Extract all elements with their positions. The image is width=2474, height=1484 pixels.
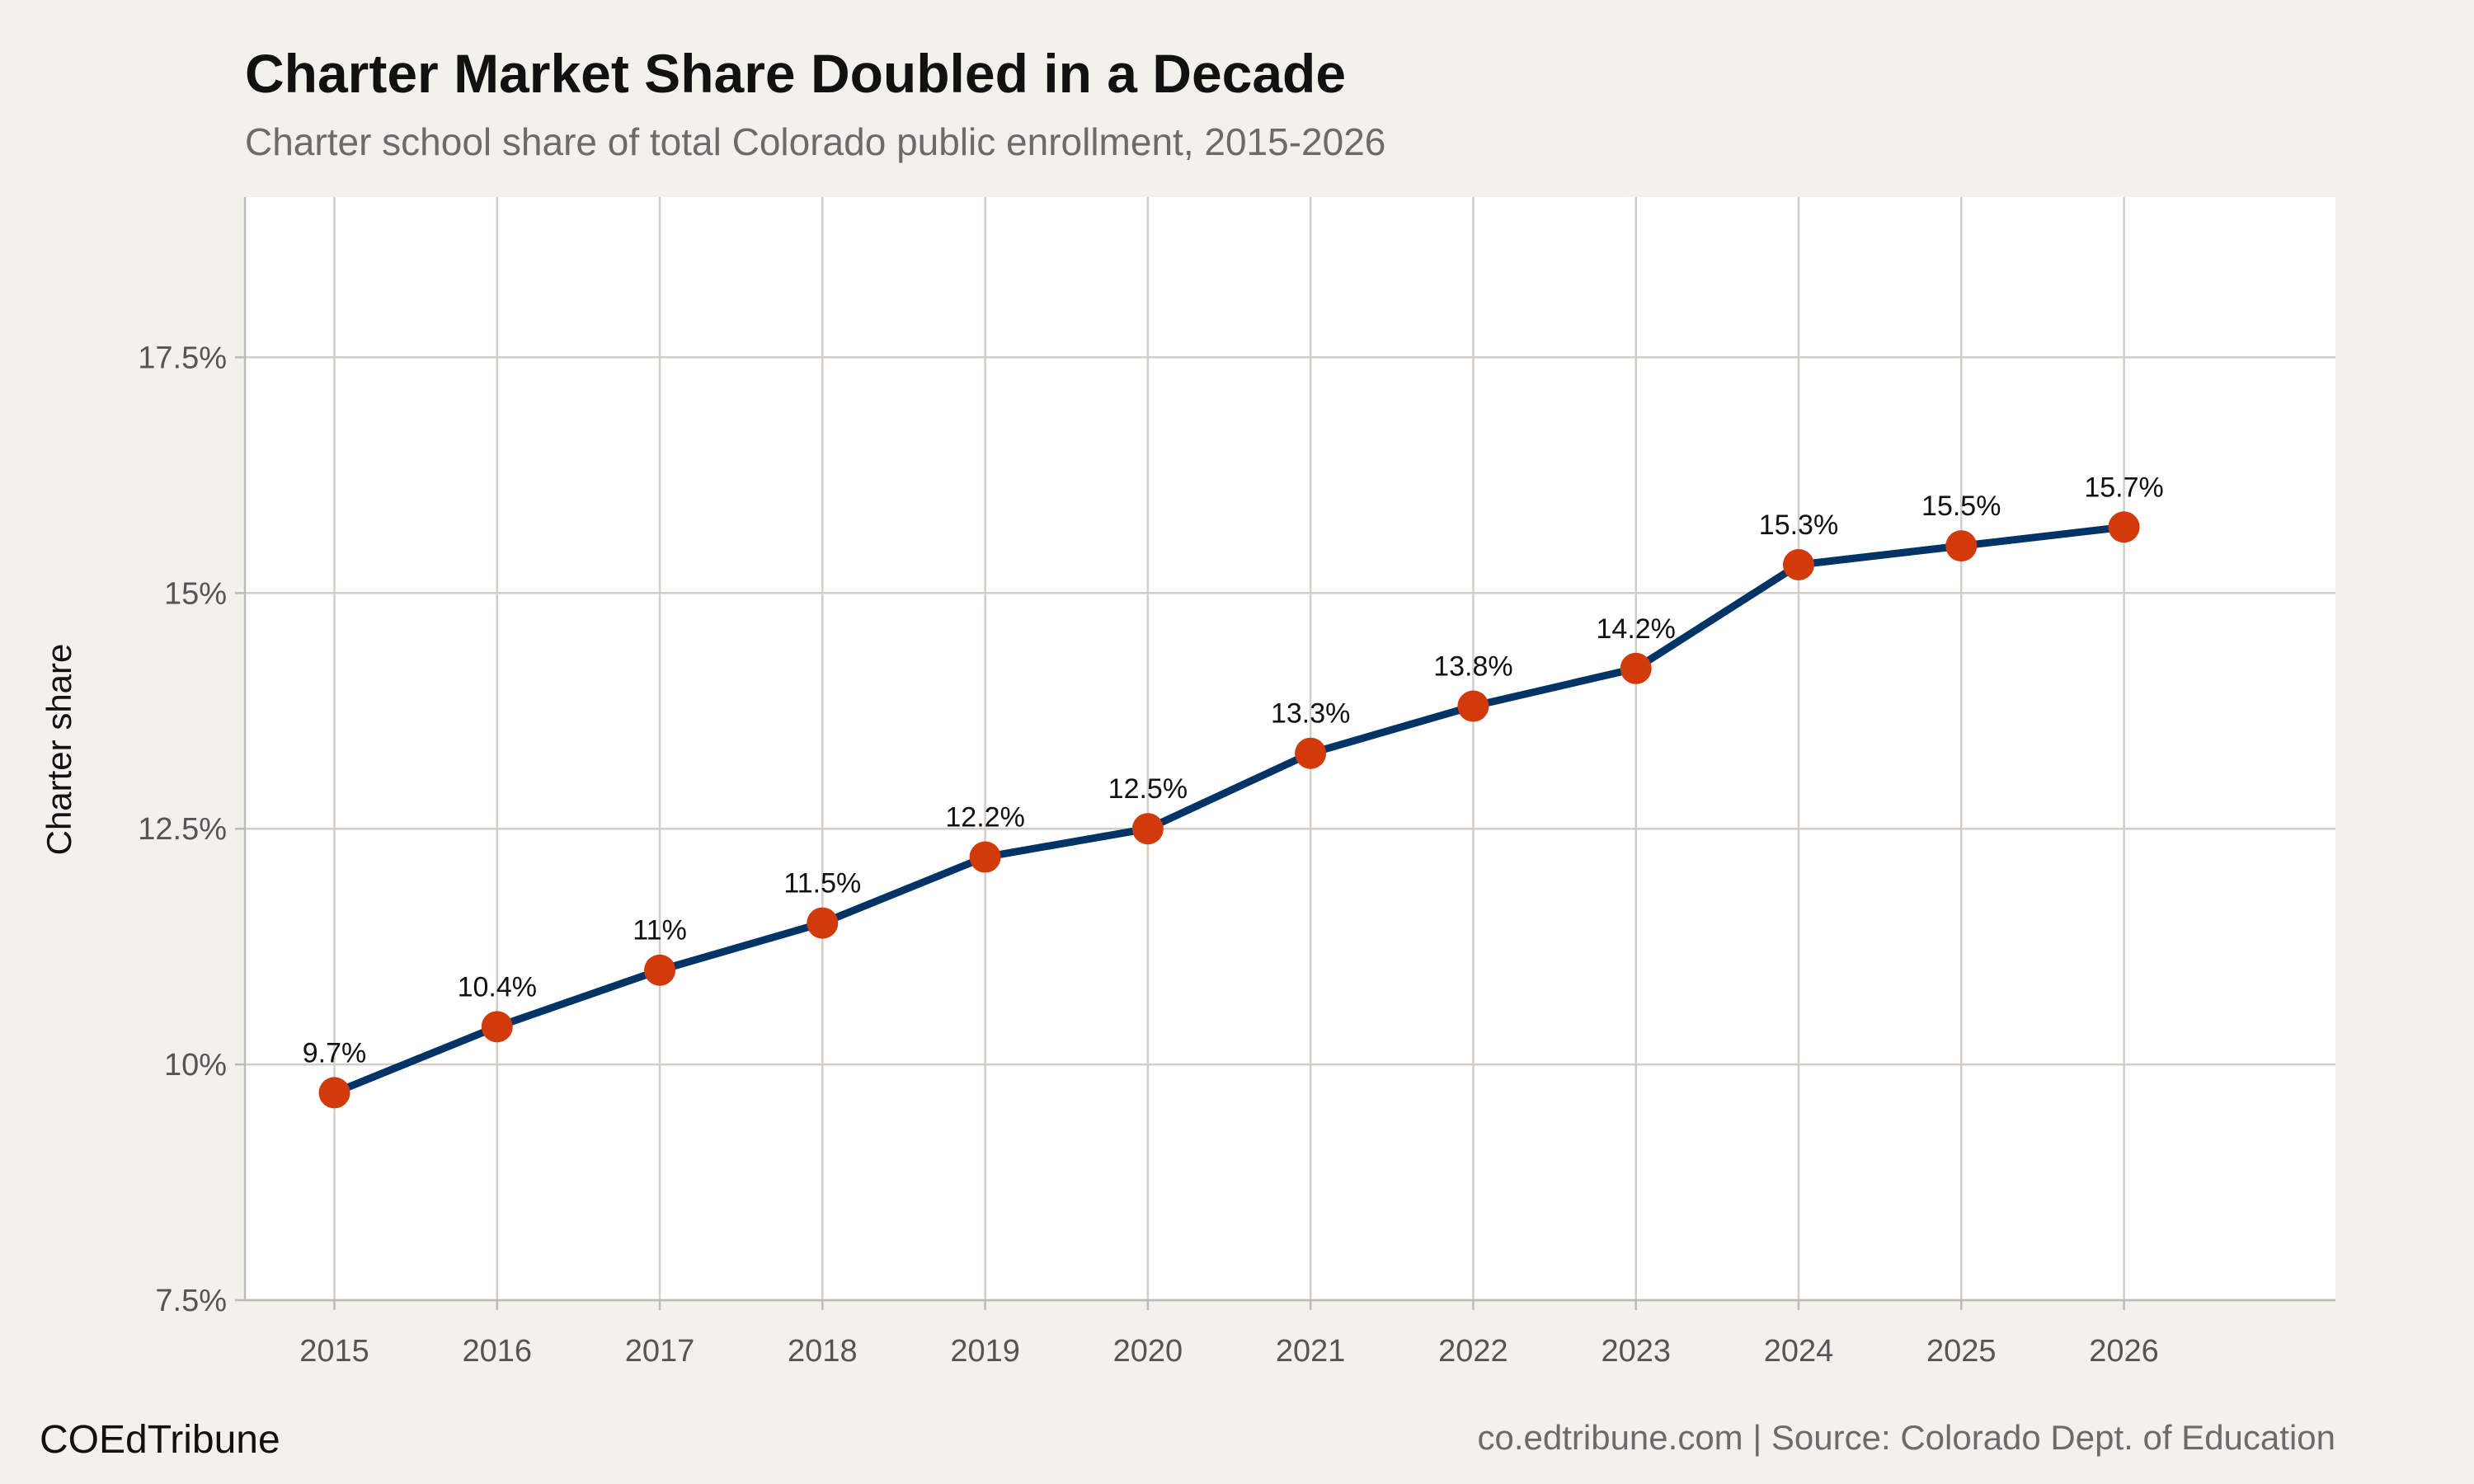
brand-label: COEdTribune	[40, 1418, 280, 1462]
series-line	[332, 523, 2125, 1097]
data-label: 15.5%	[1921, 491, 2001, 522]
data-label: 13.8%	[1433, 651, 1512, 683]
chart-subtitle: Charter school share of total Colorado p…	[245, 120, 1385, 163]
data-point	[318, 1077, 350, 1109]
data-label: 13.3%	[1271, 698, 1350, 730]
chart-title: Charter Market Share Doubled in a Decade	[245, 43, 1346, 104]
y-tick-label: 7.5%	[155, 1284, 227, 1318]
x-tick-label: 2022	[1438, 1334, 1508, 1369]
x-tick-label: 2020	[1113, 1334, 1183, 1369]
axes	[235, 197, 2335, 1310]
y-tick-label: 10%	[164, 1048, 227, 1082]
y-tick-labels: 7.5% 10% 12.5% 15% 17.5%	[138, 340, 227, 1318]
data-point	[1782, 549, 1814, 580]
data-point	[1945, 530, 1978, 562]
x-tick-label: 2023	[1601, 1334, 1671, 1369]
data-point	[481, 1011, 513, 1043]
data-point	[969, 841, 1001, 873]
data-point	[807, 907, 839, 939]
data-label: 15.7%	[2084, 472, 2163, 503]
data-label: 15.3%	[1759, 510, 1838, 541]
x-tick-label: 2024	[1764, 1334, 1834, 1369]
y-axis-label: Charter share	[40, 644, 78, 856]
source-note: co.edtribune.com | Source: Colorado Dept…	[1477, 1418, 2335, 1457]
data-point	[1620, 652, 1652, 684]
data-point	[644, 954, 676, 986]
x-tick-label: 2015	[299, 1334, 369, 1369]
y-tick-label: 15%	[164, 576, 227, 611]
data-points	[318, 511, 2140, 1109]
gridlines	[245, 197, 2335, 1302]
data-point	[2108, 511, 2140, 543]
data-label: 11.5%	[783, 868, 861, 899]
data-label: 12.2%	[945, 802, 1024, 834]
y-tick-label: 17.5%	[138, 340, 227, 375]
x-tick-label: 2021	[1276, 1334, 1346, 1369]
data-label: 10.4%	[458, 971, 537, 1003]
data-label: 14.2%	[1597, 613, 1676, 645]
data-point	[1131, 813, 1164, 845]
x-tick-label: 2017	[625, 1334, 695, 1369]
x-tick-label: 2025	[1926, 1334, 1997, 1369]
plot-panel	[245, 197, 2335, 1300]
x-tick-labels: 2015 2016 2017 2018 2019 2020 2021 2022 2023 2024…	[299, 1334, 2159, 1369]
data-label: 12.5%	[1108, 773, 1188, 805]
data-point	[1295, 737, 1327, 769]
y-tick-label: 12.5%	[138, 812, 227, 847]
data-point	[1457, 690, 1489, 722]
data-label: 11%	[633, 915, 687, 946]
x-tick-label: 2016	[463, 1334, 533, 1369]
x-tick-label: 2019	[950, 1334, 1020, 1369]
data-label: 9.7%	[303, 1037, 367, 1068]
data-labels: 9.7% 10.4% 11% 11.5% 12.2% 12.5% 13.3% 13.8% 14.…	[303, 472, 2164, 1068]
x-tick-label: 2026	[2089, 1334, 2159, 1369]
x-tick-label: 2018	[788, 1334, 858, 1369]
